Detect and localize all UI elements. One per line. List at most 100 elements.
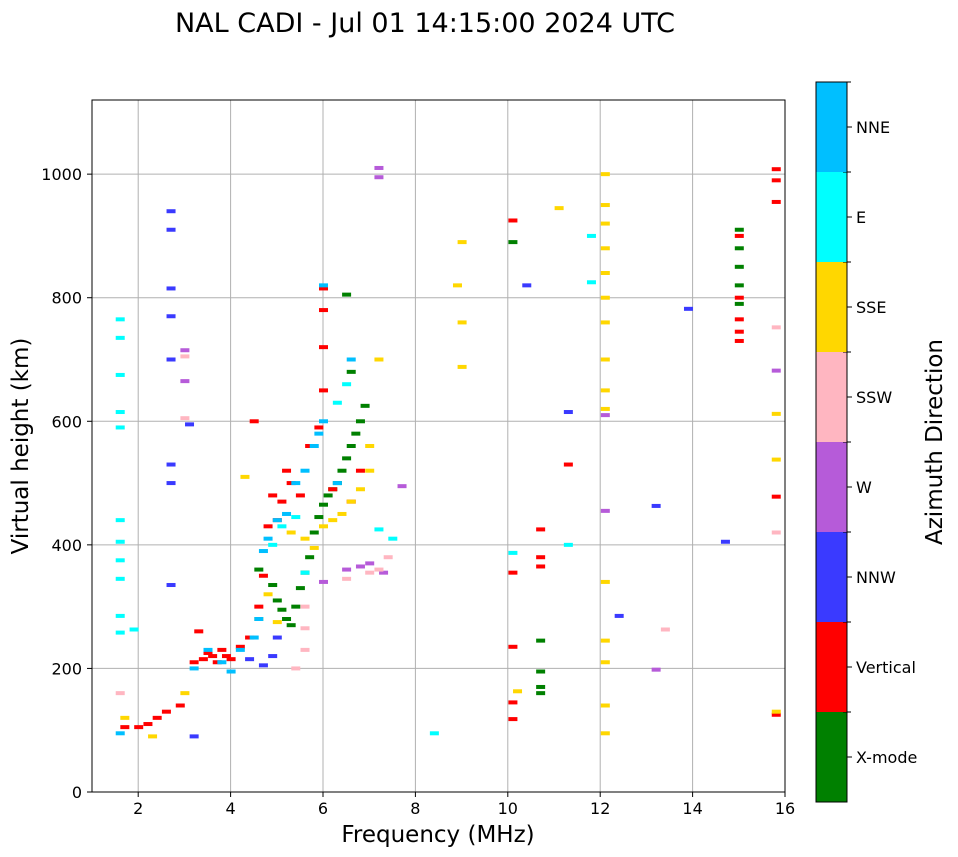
echo-point-nne — [203, 647, 213, 652]
colorbar-frame — [815, 81, 848, 803]
echo-point-vertical — [508, 570, 518, 575]
echo-point-vertical — [208, 654, 218, 659]
echo-point-ssw — [771, 530, 781, 535]
echo-point-e — [115, 613, 125, 618]
echo-point-vertical — [295, 493, 305, 498]
x-tick-label: 2 — [133, 799, 143, 818]
echo-point-ssw — [300, 604, 310, 609]
echo-point-e — [332, 400, 342, 405]
echo-point-e — [115, 317, 125, 322]
echo-point-sse — [771, 709, 781, 714]
echo-point-sse — [600, 246, 610, 251]
echo-point-w — [374, 165, 384, 170]
echo-point-x-mode — [360, 403, 370, 408]
echo-point-nne — [226, 669, 236, 674]
echo-point-x-mode — [277, 607, 287, 612]
echo-point-vertical — [771, 712, 781, 717]
colorbar-segment — [816, 442, 847, 532]
echo-point-sse — [600, 203, 610, 208]
echo-point-sse — [771, 411, 781, 416]
echo-point-sse — [328, 518, 338, 523]
echo-point-nnw — [651, 503, 661, 508]
colorbar-label-x-mode: X-mode — [856, 748, 917, 767]
echo-point-ssw — [300, 626, 310, 631]
echo-point-x-mode — [272, 598, 282, 603]
echo-point-nnw — [166, 462, 176, 467]
echo-point-sse — [600, 320, 610, 325]
echo-point-sse — [120, 715, 130, 720]
echo-point-nnw — [189, 734, 199, 739]
echo-point-vertical — [152, 715, 162, 720]
echo-point-vertical — [194, 629, 204, 634]
y-tick-label: 0 — [72, 783, 82, 802]
colorbar-label-vertical: Vertical — [856, 658, 916, 677]
echo-point-nne — [314, 431, 324, 436]
azimuth-colorbar: X-mode Vertical NNW W SSW SSE E NNE — [816, 81, 917, 802]
echo-point-e — [129, 627, 139, 632]
echo-point-sse — [513, 689, 523, 694]
echo-point-w — [365, 561, 375, 566]
echo-point-e — [374, 527, 384, 532]
echo-point-vertical — [268, 493, 278, 498]
echo-point-sse — [600, 731, 610, 736]
echo-point-e — [115, 576, 125, 581]
echo-point-sse — [600, 271, 610, 275]
echo-point-nnw — [245, 657, 255, 662]
echo-point-e — [115, 372, 125, 377]
echo-point-ssw — [180, 416, 190, 421]
echo-point-e — [586, 233, 596, 238]
echo-point-vertical — [319, 308, 328, 313]
echo-point-nne — [282, 511, 292, 516]
echo-point-ssw — [660, 627, 670, 632]
x-tick-label: 16 — [775, 799, 795, 818]
echo-point-vertical — [355, 468, 365, 473]
echo-point-vertical — [319, 388, 328, 393]
echo-point-w — [651, 667, 661, 672]
echo-point-sse — [272, 620, 282, 625]
echo-point-e — [277, 524, 287, 529]
echo-point-x-mode — [337, 468, 347, 473]
echo-point-vertical — [508, 700, 518, 705]
echo-point-w — [397, 484, 407, 489]
echo-point-nne — [217, 660, 227, 665]
echo-point-ssw — [383, 555, 393, 560]
echo-point-ssw — [771, 325, 781, 330]
echo-point-vertical — [235, 644, 245, 649]
echo-point-vertical — [226, 657, 236, 662]
colorbar-label-w: W — [856, 478, 872, 497]
x-tick-label: 14 — [682, 799, 702, 818]
echo-point-x-mode — [536, 684, 546, 689]
echo-point-vertical — [161, 709, 171, 714]
echo-point-sse — [346, 499, 356, 504]
y-tick-label: 1000 — [41, 165, 82, 184]
colorbar-label: Azimuth Direction — [922, 339, 948, 545]
echo-point-x-mode — [323, 493, 333, 498]
echo-point-nnw — [720, 539, 730, 544]
echo-point-sse — [148, 734, 158, 739]
colorbar-label-sse: SSE — [856, 298, 886, 317]
grid-lines — [92, 100, 786, 793]
y-tick-label: 600 — [51, 412, 82, 431]
echo-point-vertical — [771, 494, 781, 499]
echo-point-e — [508, 550, 518, 555]
echo-point-sse — [600, 172, 610, 177]
colorbar-segment — [816, 712, 847, 802]
echo-point-x-mode — [734, 301, 744, 306]
echo-point-vertical — [314, 425, 324, 430]
colorbar-label-e: E — [856, 208, 866, 227]
echo-point-nne — [249, 635, 259, 640]
plot-area-frame — [91, 99, 786, 793]
echo-point-nnw — [563, 410, 573, 415]
echo-point-vertical — [536, 527, 546, 532]
echo-point-x-mode — [254, 567, 264, 572]
echo-point-ssw — [365, 570, 375, 575]
echo-point-x-mode — [314, 515, 324, 520]
echo-point-vertical — [175, 703, 185, 708]
echo-point-sse — [452, 283, 462, 288]
echo-point-w — [180, 379, 190, 384]
echo-point-x-mode — [351, 431, 361, 436]
echo-point-sse — [600, 579, 610, 584]
echo-point-vertical — [319, 345, 328, 350]
echo-point-nnw — [185, 422, 195, 427]
echo-point-x-mode — [536, 691, 546, 696]
